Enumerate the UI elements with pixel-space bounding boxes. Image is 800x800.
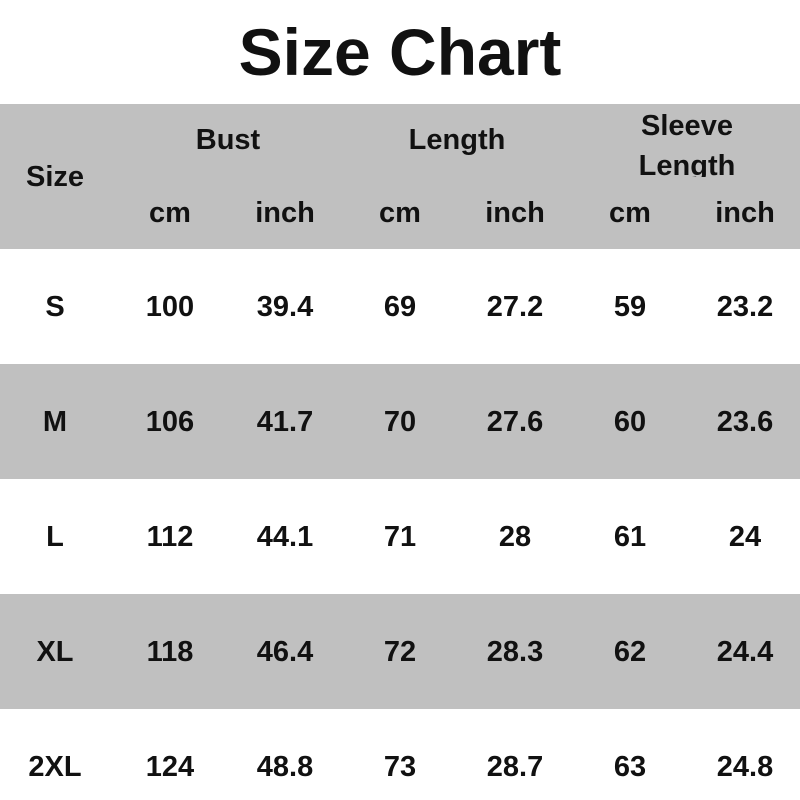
measurement: 62: [613, 636, 647, 668]
measurement: 48.8: [256, 751, 314, 783]
measurement: 71: [383, 521, 417, 553]
row-band: [0, 364, 800, 479]
measurement: 59: [613, 291, 647, 323]
measurement: 28: [498, 521, 532, 553]
measurement: 24: [728, 521, 762, 553]
measurement: 100: [145, 291, 195, 323]
size-label: M: [42, 406, 68, 438]
measurement: 27.6: [486, 406, 544, 438]
measurement: 106: [145, 406, 195, 438]
row-band: [0, 594, 800, 709]
measurement: 69: [383, 291, 417, 323]
unit-header: cm: [609, 197, 651, 229]
unit-header: inch: [255, 197, 315, 229]
size-header: Size: [25, 161, 85, 193]
unit-header: cm: [149, 197, 191, 229]
unit-header: inch: [715, 197, 775, 229]
size-label: L: [46, 521, 64, 553]
measurement: 73: [383, 751, 417, 783]
measurement: 118: [146, 636, 194, 668]
measurement: 112: [146, 521, 194, 553]
size-label: XL: [36, 636, 74, 668]
size-label: S: [45, 291, 65, 323]
measurement: 23.6: [716, 406, 774, 438]
measurement: 27.2: [486, 291, 544, 323]
measurement: 41.7: [256, 406, 314, 438]
measurement: 44.1: [256, 521, 314, 553]
measurement: 28.3: [486, 636, 544, 668]
size-label: 2XL: [28, 751, 82, 783]
measurement: 61: [613, 521, 647, 553]
unit-header: cm: [379, 197, 421, 229]
measurement: 60: [613, 406, 647, 438]
measurement: 23.2: [716, 291, 774, 323]
measurement: 124: [145, 751, 195, 783]
page-title: Size Chart: [238, 15, 562, 89]
group-header: Length: [408, 124, 506, 156]
measurement: 63: [613, 751, 647, 783]
unit-header: inch: [485, 197, 545, 229]
measurement: 28.7: [486, 751, 544, 783]
measurement: 72: [383, 636, 417, 668]
header-band: [0, 104, 800, 249]
group-header: Bust: [195, 124, 261, 156]
measurement: 39.4: [256, 291, 314, 323]
measurement: 24.4: [716, 636, 774, 668]
measurement: 24.8: [716, 751, 774, 783]
measurement: 46.4: [256, 636, 314, 668]
group-header: Sleeve Length: [638, 110, 736, 177]
measurement: 70: [383, 406, 417, 438]
